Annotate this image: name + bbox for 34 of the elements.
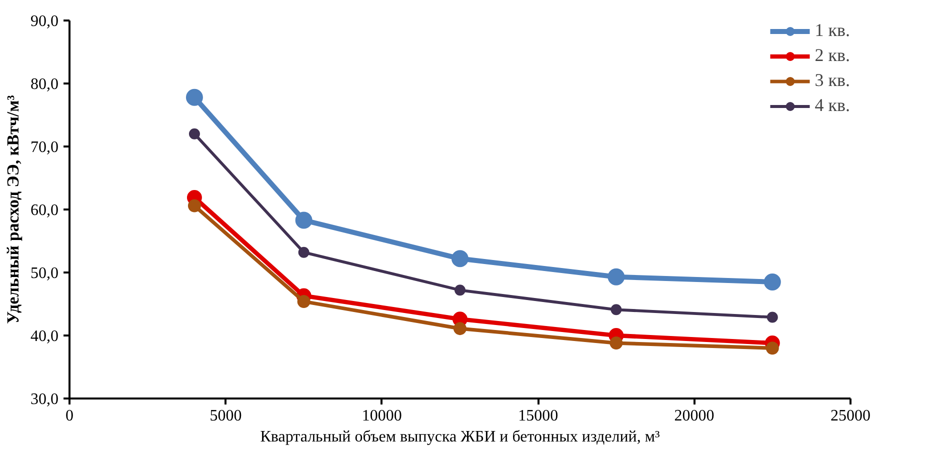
- y-tick-label: 70,0: [30, 139, 58, 156]
- point: [610, 336, 623, 350]
- point: [608, 268, 625, 286]
- y-tick-label: 90,0: [30, 13, 58, 30]
- point: [766, 312, 778, 323]
- point: [188, 199, 201, 212]
- x-tick-label: 25000: [830, 408, 870, 424]
- x-tick-label: 20000: [674, 408, 714, 424]
- point: [188, 128, 200, 140]
- x-axis-title: Квартальный объем выпуска ЖБИ и бетонных изделий, м³: [260, 428, 660, 446]
- point: [766, 342, 779, 355]
- point: [454, 322, 466, 336]
- x-tick-label: 15000: [518, 408, 558, 424]
- point: [186, 88, 203, 106]
- legend-label: 3 кв.: [814, 70, 850, 91]
- x-tick-label: 0: [66, 408, 74, 424]
- point: [454, 284, 466, 296]
- y-axis-title: Удельный расход ЭЭ, кВтч/м³: [4, 95, 22, 324]
- x-tick-label: 5000: [210, 408, 242, 424]
- legend-label: 2 кв.: [814, 45, 850, 66]
- legend-label: 1 кв.: [814, 20, 850, 41]
- point: [295, 212, 312, 229]
- y-tick-label: 60,0: [30, 202, 58, 219]
- point: [764, 273, 781, 290]
- point: [298, 246, 310, 258]
- y-tick-label: 30,0: [30, 391, 58, 408]
- point: [452, 250, 468, 268]
- x-tick-label: 10000: [362, 408, 402, 424]
- legend-label: 4 кв.: [814, 95, 850, 116]
- point: [297, 294, 310, 308]
- y-tick-label: 40,0: [30, 328, 58, 345]
- y-tick-label: 80,0: [30, 76, 58, 93]
- y-tick-label: 50,0: [30, 265, 58, 282]
- point: [610, 304, 622, 316]
